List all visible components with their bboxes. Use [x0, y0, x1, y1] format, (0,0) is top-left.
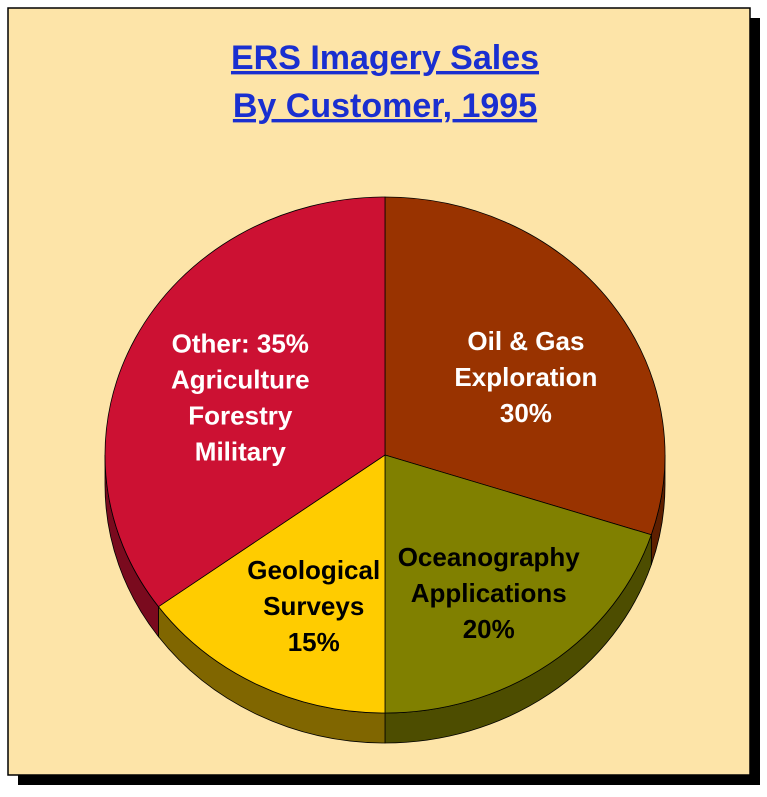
slice	[157, 454, 386, 714]
slice-label-line: Applications	[411, 578, 567, 608]
slice-label-line: Other: 35%	[172, 329, 309, 359]
value-label: 20%	[463, 614, 515, 644]
slice-label-line: Agriculture	[171, 365, 310, 395]
spacer	[250, 329, 257, 359]
slice-label-line: Oceanography	[398, 542, 581, 572]
slice-label-line: Geological	[247, 555, 380, 585]
slice-label: Oil & Gas Exploration 30%	[454, 326, 597, 428]
slice	[384, 454, 652, 714]
slice	[104, 196, 386, 608]
category-label: Oceanography	[398, 542, 581, 572]
slice-label-line: Military	[195, 437, 287, 467]
slice-label-line: Forestry	[188, 401, 293, 431]
category-label: Military	[195, 437, 287, 467]
value-label: 15%	[288, 627, 340, 657]
chart-title: By Customer, 1995	[233, 87, 537, 125]
slice-label-line: Exploration	[454, 362, 597, 392]
category-label: Surveys	[263, 591, 364, 621]
slice	[384, 196, 666, 536]
category-label: Agriculture	[171, 365, 310, 395]
slice-label: Other: 35% Agriculture Forestry Military	[171, 329, 310, 467]
slice-label-line: Surveys	[263, 591, 364, 621]
slice-label: Geological Surveys 15%	[247, 555, 380, 657]
value-label: 35%	[257, 329, 309, 359]
category-label: Other:	[172, 329, 250, 359]
slice-label-line: Oil & Gas	[467, 326, 584, 356]
category-label: Geological	[247, 555, 380, 585]
category-label: Oil & Gas	[467, 326, 584, 356]
category-label: Forestry	[188, 401, 293, 431]
category-label: Applications	[411, 578, 567, 608]
category-label: Exploration	[454, 362, 597, 392]
value-label: 30%	[500, 398, 552, 428]
slice-label: Oceanography Applications 20%	[398, 542, 581, 644]
chart-title: ERS Imagery Sales	[231, 39, 539, 77]
